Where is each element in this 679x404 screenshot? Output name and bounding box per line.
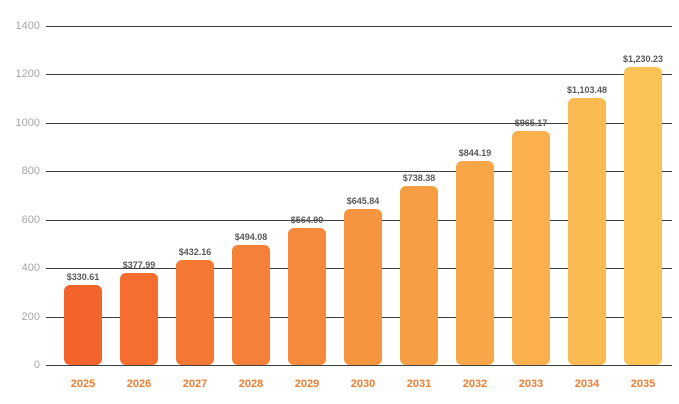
- bar-2032: [456, 160, 494, 365]
- bar-2030: [344, 208, 382, 365]
- bar-value-label: $494.08: [234, 232, 268, 243]
- bar-2026: [120, 273, 158, 365]
- bar-2033: [512, 131, 550, 365]
- bar-2034: [568, 97, 606, 365]
- bar-value-label: $377.99: [122, 260, 156, 271]
- bar-value-label: $1,230.23: [622, 54, 664, 65]
- x-axis-tick-label: 2033: [518, 378, 544, 390]
- bar-2025: [64, 284, 102, 365]
- bar-value-label: $432.16: [178, 247, 212, 258]
- gridline-1400: [46, 26, 672, 27]
- bar-2028: [232, 245, 270, 365]
- bar-value-label: $645.84: [346, 195, 380, 206]
- y-axis-tick-label: 400: [21, 262, 40, 274]
- y-axis-tick-label: 800: [21, 165, 40, 177]
- x-axis-tick-label: 2029: [294, 378, 320, 390]
- y-axis-tick-label: 1400: [15, 20, 40, 32]
- x-axis-tick-label: 2031: [406, 378, 432, 390]
- bar-2029: [288, 228, 326, 365]
- x-axis-tick-label: 2026: [126, 378, 152, 390]
- x-axis-tick-label: 2025: [70, 378, 96, 390]
- y-axis-tick-label: 1000: [15, 117, 40, 129]
- y-axis-tick-label: 1200: [15, 68, 40, 80]
- x-axis-tick-label: 2030: [350, 378, 376, 390]
- x-axis-tick-label: 2028: [238, 378, 264, 390]
- x-axis-tick-label: 2027: [182, 378, 208, 390]
- gridline-1200: [46, 74, 672, 75]
- y-axis-tick-label: 0: [33, 359, 40, 371]
- bar-value-label: $1,103.48: [566, 84, 608, 95]
- x-axis-line: [46, 365, 672, 366]
- bar-value-label: $564.90: [290, 215, 324, 226]
- x-axis-tick-label: 2034: [574, 378, 600, 390]
- bar-value-label: $738.38: [402, 173, 436, 184]
- gridline-1000: [46, 123, 672, 124]
- x-axis-tick-label: 2035: [630, 378, 656, 390]
- y-axis-tick-label: 600: [21, 214, 40, 226]
- bar-2035: [624, 67, 662, 365]
- bar-2031: [400, 186, 438, 365]
- bar-value-label: $844.19: [458, 147, 492, 158]
- bar-2027: [176, 260, 214, 365]
- bar-value-label: $965.17: [514, 118, 548, 129]
- y-axis-tick-label: 200: [21, 311, 40, 323]
- bar-value-label: $330.61: [66, 271, 100, 282]
- x-axis-tick-label: 2032: [462, 378, 488, 390]
- gridline-800: [46, 171, 672, 172]
